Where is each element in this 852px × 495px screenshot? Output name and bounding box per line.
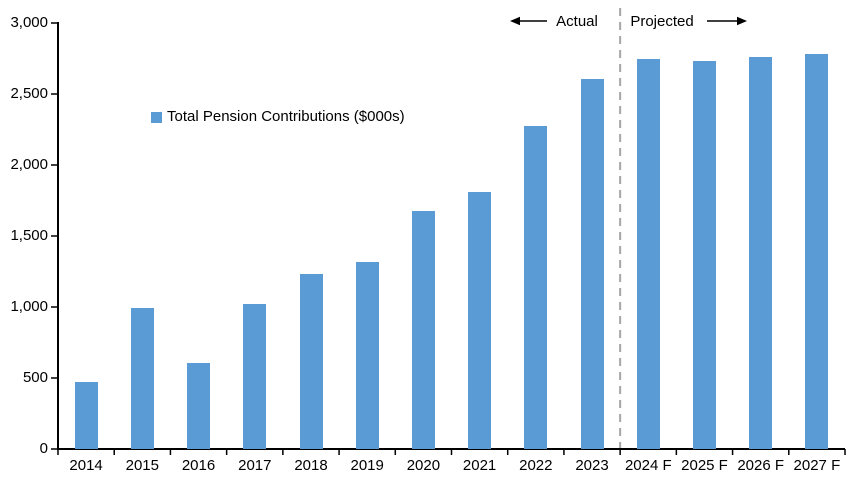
x-axis-tick-label: 2015: [125, 457, 159, 474]
actual-label: Actual: [556, 13, 598, 30]
bar: [411, 211, 435, 449]
bar: [805, 54, 829, 449]
y-axis-tick-label: 1,500: [10, 227, 48, 244]
x-axis-tick-label: 2026 F: [737, 457, 785, 474]
x-axis-tick-label: 2023: [575, 457, 609, 474]
bar: [693, 61, 716, 449]
legend-label: Total Pension Contributions ($000s): [167, 108, 405, 125]
y-axis-tick-label: 500: [22, 369, 48, 386]
bar: [299, 274, 323, 449]
bar: [243, 304, 267, 449]
y-axis-tick-label: 2,000: [10, 156, 48, 173]
y-axis-tick-label: 0: [39, 440, 48, 457]
x-axis-tick-label: 2017: [238, 457, 272, 474]
x-axis-tick-label: 2027 F: [793, 457, 841, 474]
legend-marker-icon: [151, 111, 162, 123]
bar: [468, 192, 492, 449]
y-axis-tick-label: 2,500: [10, 85, 48, 102]
bar: [749, 57, 773, 449]
bar: [74, 382, 98, 449]
bar: [636, 59, 660, 449]
x-axis-tick-label: 2018: [294, 457, 328, 474]
x-axis-tick-label: 2024 F: [624, 457, 672, 474]
x-axis-tick-label: 2021: [462, 457, 497, 474]
bar: [580, 79, 604, 449]
actual-arrow-left-icon: [510, 16, 547, 26]
x-axis-tick-label: 2016: [181, 457, 216, 474]
x-axis-tick-label: 2020: [406, 457, 441, 474]
y-axis-tick-label: 3,000: [10, 14, 48, 31]
y-axis-tick-label: 1,000: [10, 298, 48, 315]
bar: [130, 308, 154, 449]
x-axis-tick-label: 2025 F: [681, 457, 728, 474]
x-axis-tick-label: 2019: [350, 457, 384, 474]
bar: [187, 363, 210, 449]
legend: Total Pension Contributions ($000s): [151, 109, 405, 125]
bar: [355, 262, 379, 449]
projected-label: Projected: [630, 13, 694, 30]
bar: [524, 126, 548, 449]
projected-arrow-right-icon: [707, 16, 747, 26]
x-axis-tick-label: 2014: [69, 457, 103, 474]
x-axis-tick-label: 2022: [519, 457, 553, 474]
